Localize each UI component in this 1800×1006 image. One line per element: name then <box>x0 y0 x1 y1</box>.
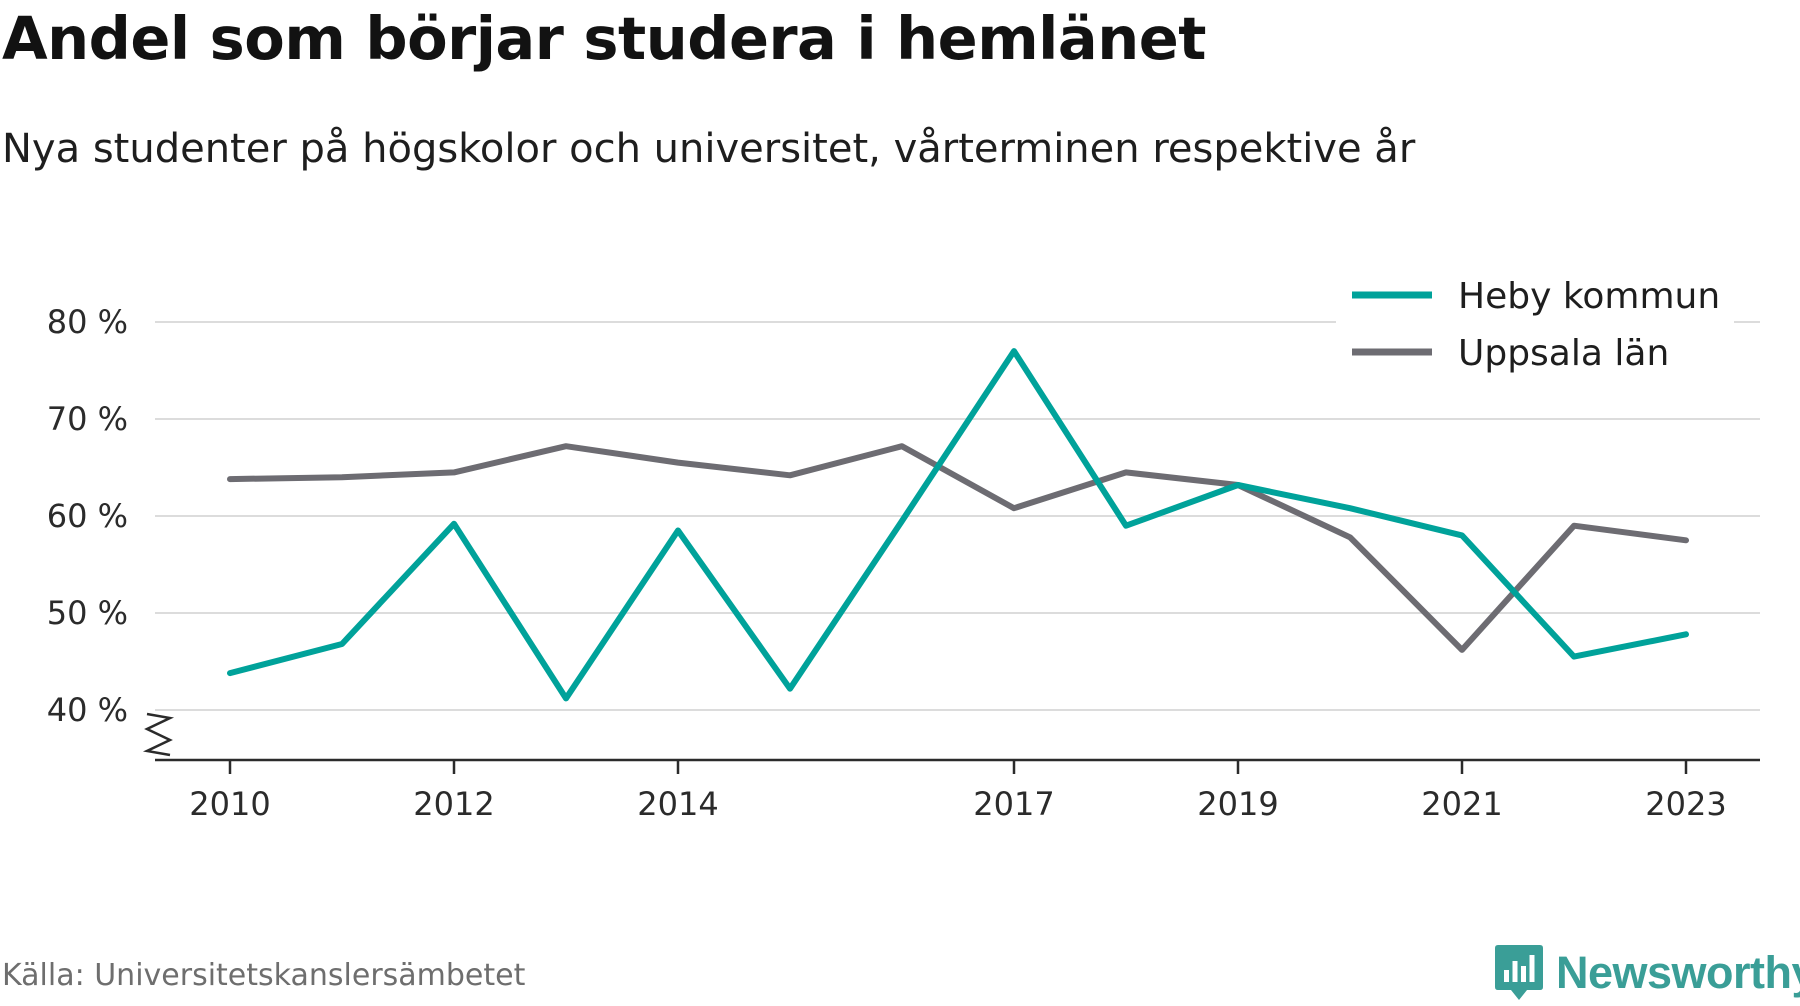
bar-chart-badge-icon <box>1495 945 1543 1000</box>
y-tick-label: 40 % <box>47 691 128 729</box>
legend: Heby kommun Uppsala län <box>1336 268 1734 378</box>
zigzag-break-icon <box>142 712 175 757</box>
y-tick-label: 50 % <box>47 594 128 632</box>
brand-name: Newsworthy <box>1556 947 1800 998</box>
y-axis-ticks: 40 % 50 % 60 % 70 % 80 % <box>47 303 128 729</box>
series-lines <box>227 348 1689 702</box>
x-tick-label: 2010 <box>189 785 270 823</box>
gridlines <box>155 321 1760 711</box>
y-tick-label: 80 % <box>47 303 128 341</box>
line-chart: 40 %50 %60 %70 %80 % 2010 2012 2014 2017 201… <box>46 268 1760 823</box>
axis-break-zigzag <box>142 712 175 757</box>
y-tick-label: 60 % <box>47 497 128 535</box>
x-tick-label: 2023 <box>1645 785 1726 823</box>
legend-label: Uppsala län <box>1458 333 1669 374</box>
x-tick-label: 2012 <box>413 785 494 823</box>
x-tick-label: 2014 <box>637 785 718 823</box>
chart-subtitle: Nya studenter på högskolor och universit… <box>2 126 1416 172</box>
brand-logo: Newsworthy <box>1494 940 1800 1006</box>
series-line-heby <box>227 348 1689 702</box>
x-tick-label: 2021 <box>1421 785 1502 823</box>
x-axis: 2010 2012 2014 2017 2019 2021 2023 <box>155 758 1760 823</box>
chart-title: Andel som börjar studera i hemlänet <box>2 4 1206 73</box>
x-tick-label: 2017 <box>973 785 1054 823</box>
legend-label: Heby kommun <box>1458 276 1720 317</box>
source-note: Källa: Universitetskanslersämbetet <box>2 958 526 993</box>
legend-background <box>1336 268 1734 378</box>
y-tick-label: 70 % <box>47 400 128 438</box>
series-line-uppsala <box>227 443 1689 653</box>
x-tick-label: 2019 <box>1197 785 1278 823</box>
